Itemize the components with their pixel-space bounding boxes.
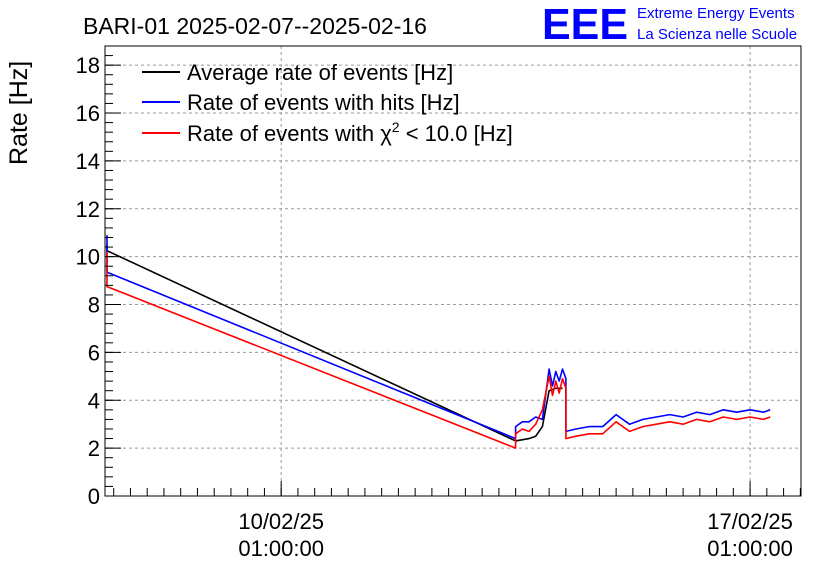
logo-line-2: La Scienza nelle Scuole	[637, 26, 797, 43]
x-tick-label-date: 17/02/25	[707, 509, 793, 534]
y-tick-label: 18	[76, 53, 100, 78]
y-tick-label: 4	[88, 388, 100, 413]
series-group	[106, 235, 771, 449]
y-tick-label: 2	[88, 436, 100, 461]
y-tick-label: 12	[76, 197, 100, 222]
series-line	[106, 244, 563, 442]
y-tick-label: 0	[88, 484, 100, 509]
series-line	[106, 251, 771, 449]
eee-logo: EEE	[542, 0, 628, 49]
x-tick-label-date: 10/02/25	[238, 509, 324, 534]
y-tick-label: 8	[88, 293, 100, 318]
logo-line-1: Extreme Energy Events	[637, 5, 795, 22]
chart-title: BARI-01 2025-02-07--2025-02-16	[83, 13, 427, 39]
y-axis-ticks: 0 2 4 6 8 10 12 14 16 18	[76, 45, 121, 509]
legend-entry: Rate of events with hits [Hz]	[187, 90, 460, 115]
series-line	[106, 235, 771, 440]
legend-entry: Average rate of events [Hz]	[187, 60, 453, 85]
x-tick-label-time: 01:00:00	[238, 536, 324, 561]
y-tick-label: 16	[76, 101, 100, 126]
y-tick-label: 10	[76, 245, 100, 270]
x-tick-label-time: 01:00:00	[707, 536, 793, 561]
legend-entry: Rate of events with χ2 < 10.0 [Hz]	[187, 119, 513, 146]
y-tick-label: 14	[76, 149, 100, 174]
y-tick-label: 6	[88, 340, 100, 365]
plot-frame	[104, 45, 802, 497]
legend: Average rate of events [Hz] Rate of event…	[142, 60, 513, 146]
y-axis-label: Rate [Hz]	[5, 61, 33, 165]
